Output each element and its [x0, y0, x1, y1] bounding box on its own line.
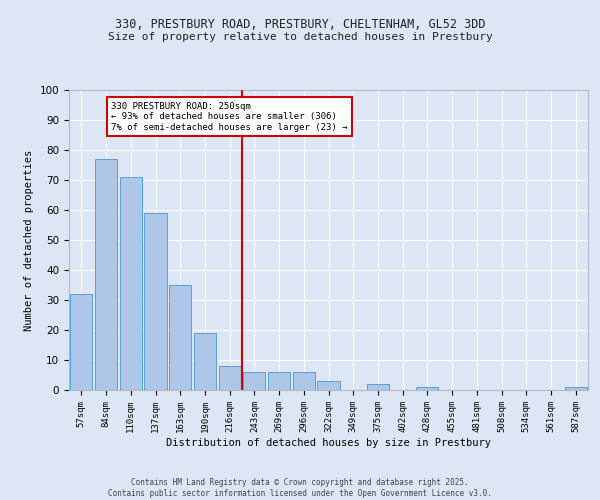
X-axis label: Distribution of detached houses by size in Prestbury: Distribution of detached houses by size …: [166, 438, 491, 448]
Bar: [268, 372, 290, 390]
Bar: [218, 366, 241, 390]
Text: Size of property relative to detached houses in Prestbury: Size of property relative to detached ho…: [107, 32, 493, 42]
Bar: [169, 285, 191, 390]
Bar: [416, 387, 439, 390]
Bar: [293, 372, 315, 390]
Bar: [145, 213, 167, 390]
Text: Contains HM Land Registry data © Crown copyright and database right 2025.
Contai: Contains HM Land Registry data © Crown c…: [108, 478, 492, 498]
Bar: [119, 177, 142, 390]
Bar: [70, 294, 92, 390]
Text: 330, PRESTBURY ROAD, PRESTBURY, CHELTENHAM, GL52 3DD: 330, PRESTBURY ROAD, PRESTBURY, CHELTENH…: [115, 18, 485, 30]
Bar: [194, 333, 216, 390]
Bar: [243, 372, 265, 390]
Bar: [317, 381, 340, 390]
Bar: [367, 384, 389, 390]
Text: 330 PRESTBURY ROAD: 250sqm
← 93% of detached houses are smaller (306)
7% of semi: 330 PRESTBURY ROAD: 250sqm ← 93% of deta…: [111, 102, 347, 132]
Y-axis label: Number of detached properties: Number of detached properties: [24, 150, 34, 330]
Bar: [95, 159, 117, 390]
Bar: [565, 387, 587, 390]
